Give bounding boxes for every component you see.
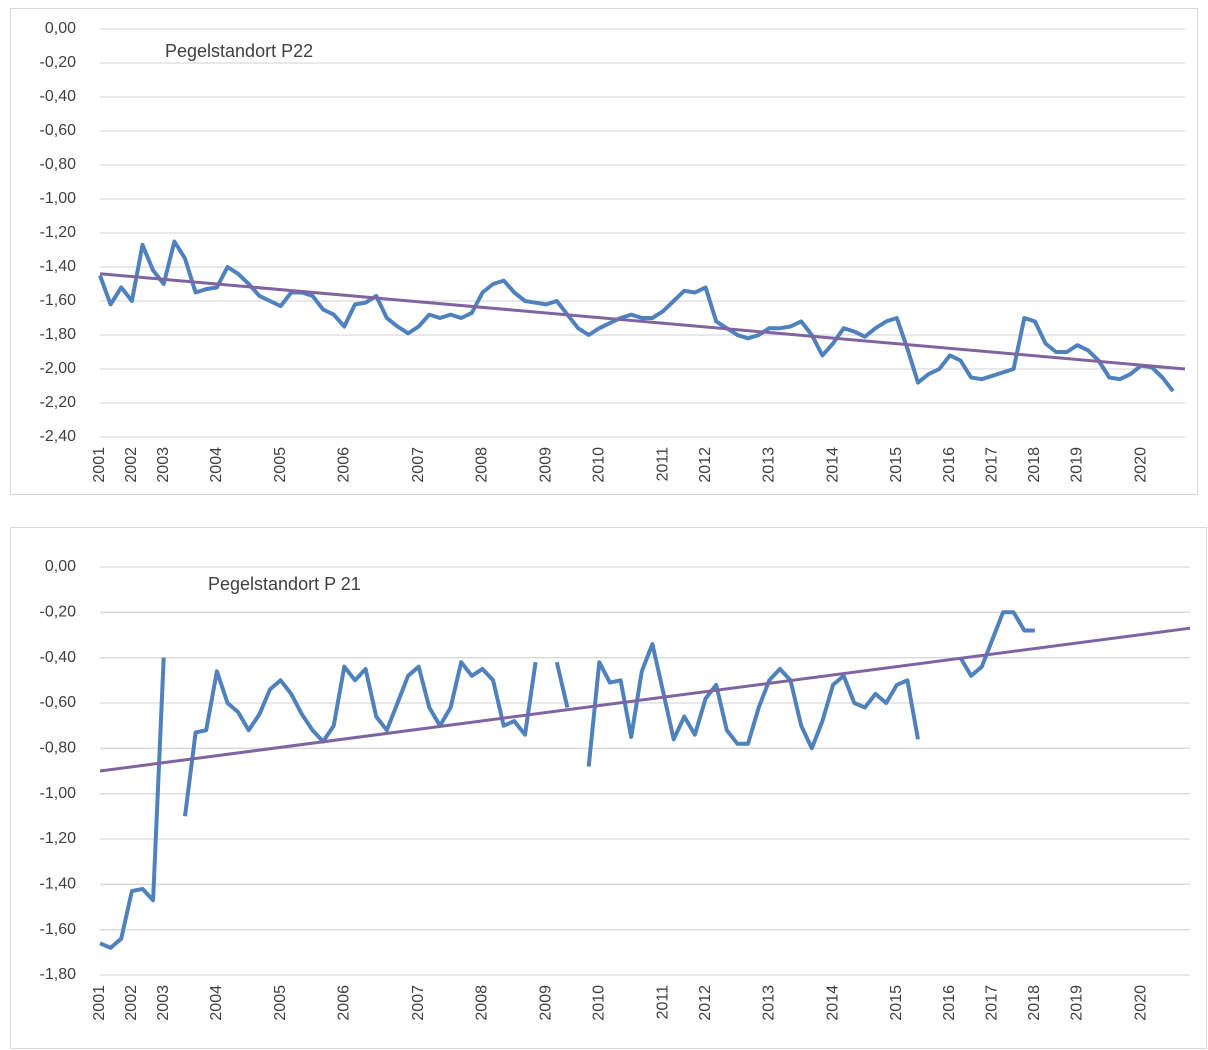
y-tick-label: -2,00 bbox=[40, 360, 77, 377]
y-tick-label: -1,20 bbox=[40, 830, 77, 847]
y-tick-label: -1,20 bbox=[40, 224, 77, 241]
x-tick-label: 2003 bbox=[155, 985, 172, 1021]
x-tick-label: 2015 bbox=[888, 447, 905, 483]
y-tick-label: -0,40 bbox=[40, 88, 77, 105]
x-tick-label: 2010 bbox=[591, 447, 608, 483]
y-tick-label: 0,00 bbox=[45, 558, 76, 575]
y-tick-label: -1,80 bbox=[40, 326, 77, 343]
x-tick-label: 2019 bbox=[1069, 985, 1086, 1021]
y-tick-label: -0,20 bbox=[40, 604, 77, 621]
x-tick-label: 2017 bbox=[984, 447, 1001, 483]
y-tick-label: -1,60 bbox=[40, 921, 77, 938]
y-tick-label: -0,40 bbox=[40, 649, 77, 666]
x-tick-label: 2006 bbox=[336, 985, 353, 1021]
x-tick-label: 2017 bbox=[984, 985, 1001, 1021]
panel-frame bbox=[10, 8, 1198, 495]
y-tick-label: -1,40 bbox=[40, 876, 77, 893]
x-tick-label: 2011 bbox=[654, 985, 671, 1020]
x-tick-label: 2012 bbox=[697, 447, 714, 483]
x-tick-label: 2001 bbox=[91, 985, 108, 1021]
x-tick-label: 2014 bbox=[824, 985, 841, 1021]
x-tick-label: 2011 bbox=[654, 447, 671, 482]
x-tick-label: 2008 bbox=[474, 447, 491, 483]
trend-line bbox=[99, 272, 1186, 371]
y-tick-label: 0,00 bbox=[45, 20, 76, 37]
x-tick-label: 2016 bbox=[941, 447, 958, 483]
x-tick-label: 2018 bbox=[1026, 985, 1043, 1021]
annotation: Pegelstandort P22 bbox=[165, 41, 313, 61]
x-tick-label: 2019 bbox=[1069, 447, 1086, 483]
data-line bbox=[99, 610, 1035, 950]
x-tick-label: 2010 bbox=[591, 985, 608, 1021]
panel-frame bbox=[10, 527, 1207, 1049]
y-tick-label: -1,80 bbox=[40, 966, 77, 983]
y-tick-label: -1,00 bbox=[40, 190, 77, 207]
x-tick-label: 2015 bbox=[888, 985, 905, 1021]
x-tick-label: 2016 bbox=[941, 985, 958, 1021]
y-tick-label: -1,60 bbox=[40, 292, 77, 309]
x-tick-label: 2014 bbox=[824, 447, 841, 483]
x-tick-label: 2003 bbox=[155, 447, 172, 483]
x-tick-label: 2013 bbox=[761, 447, 778, 483]
x-tick-label: 2009 bbox=[537, 985, 554, 1021]
x-tick-label: 2004 bbox=[208, 447, 225, 483]
data-line bbox=[98, 239, 1175, 393]
y-tick-label: -0,80 bbox=[40, 740, 77, 757]
y-tick-label: -1,40 bbox=[40, 258, 77, 275]
x-tick-label: 2007 bbox=[410, 447, 427, 483]
x-tick-label: 2008 bbox=[474, 985, 491, 1021]
x-tick-label: 2018 bbox=[1026, 447, 1043, 483]
x-tick-label: 2001 bbox=[91, 447, 108, 483]
x-tick-label: 2002 bbox=[123, 985, 140, 1021]
trend-line bbox=[99, 626, 1191, 773]
x-tick-label: 2020 bbox=[1132, 985, 1149, 1021]
y-tick-label: -0,60 bbox=[40, 694, 77, 711]
annotation: Pegelstandort P 21 bbox=[208, 574, 361, 594]
y-tick-label: -0,20 bbox=[40, 54, 77, 71]
x-tick-label: 2007 bbox=[410, 985, 427, 1021]
x-tick-label: 2004 bbox=[208, 985, 225, 1021]
x-tick-label: 2009 bbox=[537, 447, 554, 483]
y-tick-label: -2,40 bbox=[40, 428, 77, 445]
x-tick-label: 2006 bbox=[336, 447, 353, 483]
y-tick-label: -0,60 bbox=[40, 122, 77, 139]
x-tick-label: 2013 bbox=[761, 985, 778, 1021]
x-tick-label: 2002 bbox=[123, 447, 140, 483]
x-tick-label: 2020 bbox=[1132, 447, 1149, 483]
x-tick-label: 2012 bbox=[697, 985, 714, 1021]
y-tick-label: -0,80 bbox=[40, 156, 77, 173]
x-tick-label: 2005 bbox=[272, 985, 289, 1021]
y-tick-label: -2,20 bbox=[40, 394, 77, 411]
x-tick-label: 2005 bbox=[272, 447, 289, 483]
y-tick-label: -1,00 bbox=[40, 785, 77, 802]
